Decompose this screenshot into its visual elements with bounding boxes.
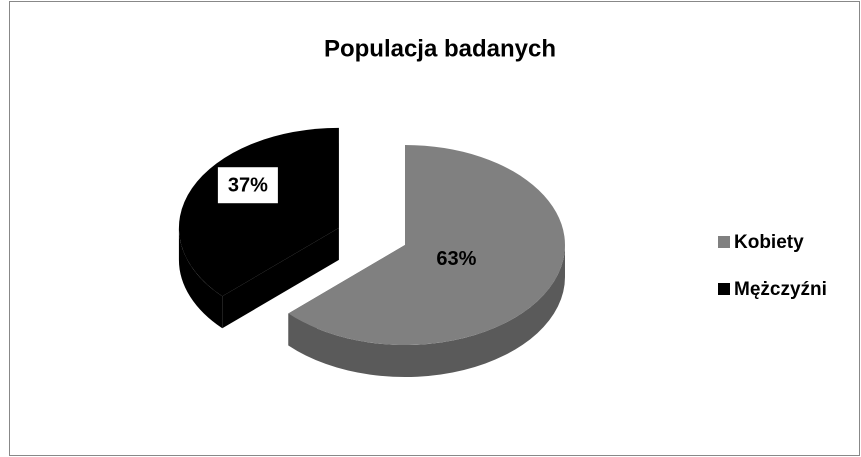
chart-title: Populacja badanych bbox=[324, 35, 556, 62]
pie-slice bbox=[288, 145, 566, 345]
pie-slice-wall bbox=[288, 245, 565, 377]
pie-slice-side bbox=[222, 227, 339, 329]
legend-swatch bbox=[718, 283, 730, 295]
data-label: 37% bbox=[228, 175, 268, 197]
legend-label: Kobiety bbox=[734, 232, 804, 253]
pie-slice-wall bbox=[178, 227, 223, 329]
legend-label: Mężczyźni bbox=[734, 279, 827, 300]
data-label: 63% bbox=[436, 248, 476, 270]
data-label-box bbox=[217, 167, 278, 204]
legend-swatch bbox=[718, 236, 730, 248]
